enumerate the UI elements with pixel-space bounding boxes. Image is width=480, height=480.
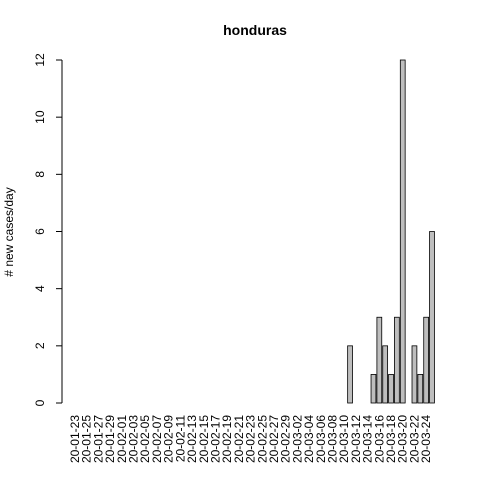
y-tick-label: 2: [33, 342, 47, 349]
x-tick-label: 20-02-09: [162, 415, 176, 463]
x-tick-label: 20-01-23: [68, 415, 82, 463]
x-tick-label: 20-02-03: [127, 415, 141, 463]
x-tick-label: 20-02-19: [220, 415, 234, 463]
x-tick-label: 20-03-04: [302, 415, 316, 463]
x-tick-label: 20-02-29: [279, 415, 293, 463]
x-tick-label: 20-02-13: [185, 415, 199, 463]
x-tick-label: 20-03-24: [419, 415, 433, 463]
x-tick-label: 20-03-14: [361, 415, 375, 463]
y-tick-label: 12: [33, 53, 47, 67]
x-tick-label: 20-03-22: [407, 415, 421, 463]
y-tick-label: 4: [33, 285, 47, 292]
x-tick-label: 20-03-16: [372, 415, 386, 463]
bar: [411, 345, 418, 404]
x-tick-label: 20-02-17: [208, 415, 222, 463]
x-tick-label: 20-03-10: [337, 415, 351, 463]
bar: [382, 345, 389, 404]
x-tick-label: 20-02-01: [115, 415, 129, 463]
x-tick-label: 20-02-07: [150, 415, 164, 463]
y-axis-label: # new cases/day: [2, 187, 16, 276]
x-tick-label: 20-01-25: [80, 415, 94, 463]
bar: [394, 316, 400, 404]
x-tick-label: 20-02-15: [197, 415, 211, 463]
x-tick-label: 20-02-25: [255, 415, 269, 463]
x-tick-label: 20-03-20: [396, 415, 410, 463]
x-tick-label: 20-02-27: [267, 415, 281, 463]
x-tick-label: 20-03-08: [326, 415, 340, 463]
x-tick-label: 20-01-29: [103, 415, 117, 463]
bar: [417, 374, 424, 404]
x-tick-label: 20-03-02: [290, 415, 304, 463]
chart-title: honduras: [223, 22, 287, 38]
bar: [423, 316, 429, 404]
x-tick-label: 20-03-18: [384, 415, 398, 463]
bar: [347, 345, 353, 404]
y-tick-label: 10: [33, 110, 47, 124]
x-tick-label: 20-02-21: [232, 415, 246, 463]
y-tick-label: 6: [33, 228, 47, 235]
x-tick-label: 20-02-11: [173, 415, 187, 462]
bar: [370, 374, 377, 404]
bar: [388, 374, 394, 404]
x-tick-label: 20-02-23: [244, 415, 258, 463]
x-tick-label: 20-03-06: [314, 415, 328, 463]
bar: [376, 316, 383, 404]
x-tick-label: 20-02-05: [138, 415, 152, 463]
bar: [399, 59, 406, 404]
x-tick-label: 20-03-12: [349, 415, 363, 463]
y-tick-label: 8: [33, 171, 47, 178]
y-tick-label: 0: [33, 399, 47, 406]
bar: [429, 231, 435, 404]
x-tick-label: 20-01-27: [91, 415, 105, 463]
